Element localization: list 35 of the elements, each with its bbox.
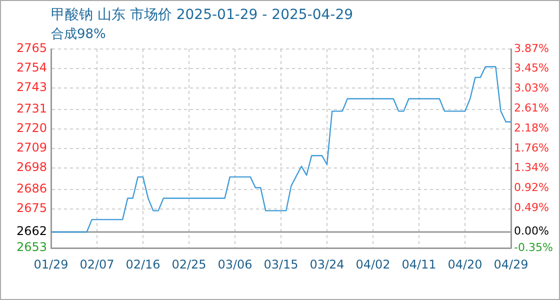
y-tick-label: 2743: [16, 80, 47, 94]
x-tick-label: 02/16: [126, 257, 160, 272]
x-tick-label: 04/20: [448, 257, 482, 272]
y-tick-label: 2675: [16, 201, 47, 216]
x-tick-label: 03/06: [218, 257, 252, 272]
y-tick-label: 2653: [16, 240, 47, 254]
y2-tick-label: 1.76%: [514, 141, 549, 154]
x-tick-label: 01/29: [34, 257, 68, 272]
x-tick-label: 03/24: [310, 257, 344, 272]
y2-tick-label: 3.87%: [514, 42, 549, 55]
x-tick-label: 02/07: [80, 257, 114, 272]
y2-tick-label: 0.92%: [514, 180, 549, 194]
y2-tick-label: 0.00%: [514, 224, 549, 238]
x-tick-label: 03/15: [264, 257, 298, 272]
y-tick-label: 2720: [16, 121, 47, 136]
y2-tick-label: 0.49%: [514, 201, 549, 214]
x-tick-label: 04/11: [402, 257, 436, 272]
y2-tick-label: 3.45%: [514, 62, 549, 75]
y-tick-label: 2662: [16, 224, 47, 238]
x-tick-label: 04/29: [494, 257, 528, 272]
y-tick-label: 2698: [16, 160, 47, 174]
chart-title: 甲酸钠 山东 市场价 2025-01-29 - 2025-04-29: [51, 6, 354, 24]
y-tick-label: 2709: [16, 140, 47, 155]
y-tick-label: 2765: [16, 41, 47, 56]
y-tick-label: 2731: [16, 102, 47, 116]
y2-tick-label: 1.34%: [514, 161, 549, 174]
y2-tick-label: -0.35%: [514, 240, 553, 254]
x-tick-label: 04/02: [356, 257, 390, 272]
y-tick-label: 2686: [16, 181, 47, 196]
chart-subtitle: 合成98%: [51, 26, 106, 43]
y2-tick-label: 2.61%: [514, 101, 549, 114]
y-tick-label: 2754: [16, 60, 47, 75]
x-tick-label: 02/25: [172, 257, 206, 272]
y2-tick-label: 2.18%: [514, 122, 549, 135]
y2-tick-label: 3.03%: [514, 81, 549, 94]
